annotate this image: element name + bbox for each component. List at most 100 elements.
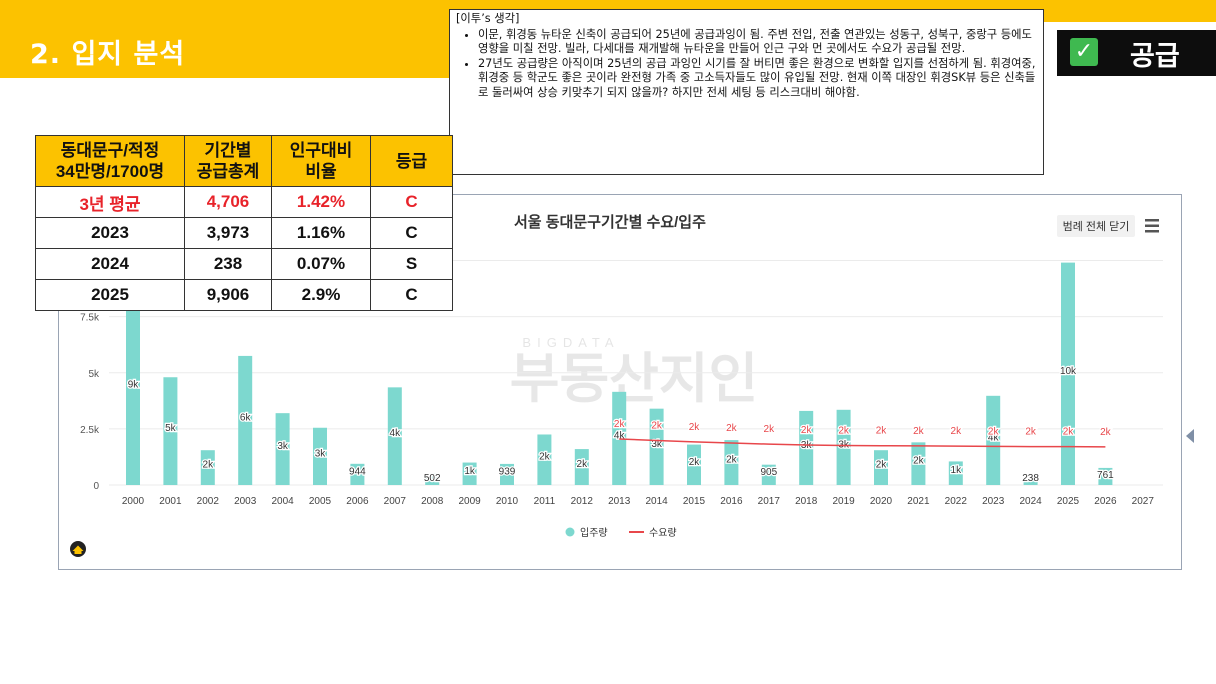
x-tick-label: 2009 xyxy=(458,496,481,507)
legend-toggle-button[interactable]: 범례 전체 닫기 xyxy=(1057,215,1135,237)
bar-value-label: 2k xyxy=(539,452,551,463)
header-ratio: 인구대비 비율 xyxy=(271,135,371,187)
header-district: 동대문구/적정 34만명/1700명 xyxy=(35,135,185,187)
bar-2024[interactable] xyxy=(1023,479,1038,485)
bar-value-label: 2k xyxy=(577,459,589,470)
bar-2014[interactable] xyxy=(649,408,664,485)
x-tick-label: 2007 xyxy=(384,496,407,507)
line-value-label: 2k xyxy=(614,419,626,430)
note-heading: [이투’s 생각] xyxy=(456,12,520,25)
bar-2015[interactable] xyxy=(687,444,701,485)
chart-legend[interactable]: 입주량 수요량 xyxy=(565,526,677,539)
cell-grade: S xyxy=(370,248,453,280)
bar-2019[interactable] xyxy=(836,409,851,485)
bar-2009[interactable] xyxy=(462,462,477,485)
opinion-note: [이투’s 생각] 이문, 휘경동 뉴타운 신축이 공급되어 25년에 공급과잉… xyxy=(449,9,1044,175)
y-tick-label: 0 xyxy=(93,481,99,492)
scroll-left-arrow-icon[interactable] xyxy=(1186,429,1194,443)
x-tick-label: 2013 xyxy=(608,496,631,507)
x-tick-label: 2002 xyxy=(197,496,220,507)
line-value-label: 2k xyxy=(1025,427,1037,438)
bar-value-label: 2k xyxy=(913,456,925,467)
page-title: 2. 입지 분석 xyxy=(30,39,186,70)
x-tick-label: 2008 xyxy=(421,496,444,507)
line-value-label: 2k xyxy=(801,425,813,436)
bar-2011[interactable] xyxy=(537,434,552,485)
bar-value-label: 9k xyxy=(128,379,140,390)
note-bullet: 이문, 휘경동 뉴타운 신축이 공급되어 25년에 공급과잉이 됨. 주변 전입… xyxy=(478,28,1037,57)
bar-2003[interactable] xyxy=(238,355,253,485)
bar-2001[interactable] xyxy=(163,377,178,485)
demand-line xyxy=(619,438,1106,448)
line-series: 2k 2k 2k 2k 2k 2k 2k 2k 2k 2k 2k 2k 2k 2k xyxy=(613,418,1113,448)
x-tick-label: 2023 xyxy=(982,496,1005,507)
bar-2017[interactable] xyxy=(761,464,776,485)
bar-2007[interactable] xyxy=(387,387,402,485)
bar-value-label: 2k xyxy=(203,460,215,471)
bar-2022[interactable] xyxy=(948,461,963,485)
bar-value-label: 939 xyxy=(499,466,516,477)
x-tick-label: 2010 xyxy=(496,496,519,507)
bar-2006[interactable] xyxy=(350,463,365,485)
x-tick-label: 2017 xyxy=(758,496,781,507)
cell-period: 2023 xyxy=(35,217,185,249)
cell-ratio: 0.07% xyxy=(271,248,371,280)
legend-label-supply[interactable]: 입주량 xyxy=(580,526,608,539)
bar-2010[interactable] xyxy=(500,463,514,485)
bar-2013[interactable] xyxy=(612,391,627,485)
x-tick-label: 2018 xyxy=(795,496,818,507)
bar-2018[interactable] xyxy=(799,410,814,485)
bar-2004[interactable] xyxy=(275,413,290,485)
cell-ratio: 1.42% xyxy=(271,186,371,218)
grade-table-header: 동대문구/적정 34만명/1700명 기간별 공급총계 인구대비 비율 등급 xyxy=(35,135,453,187)
bar-value-label: 3k xyxy=(315,448,327,459)
cell-ratio: 1.16% xyxy=(271,217,371,249)
y-tick-label: 5k xyxy=(88,369,100,380)
table-row: 2025 9,906 2.9% C xyxy=(35,279,453,311)
supply-demand-chart: BIGDATA 부동산지인 서울 동대문구기간별 수요/입주 범례 전체 닫기 … xyxy=(70,213,1163,557)
cell-supply: 9,906 xyxy=(184,279,272,311)
y-axis-labels: 0 2.5k 5k 7.5k xyxy=(80,313,100,492)
home-logo-icon xyxy=(70,541,86,557)
y-tick-label: 7.5k xyxy=(80,313,100,324)
x-tick-label: 2006 xyxy=(346,496,369,507)
bar-value-label: 2k xyxy=(876,460,888,471)
line-value-label: 2k xyxy=(876,426,888,437)
x-axis-labels: 2000 2001 2002 2003 2004 2005 2006 2007 2008 2009… xyxy=(122,496,1154,507)
supply-badge: ✓ 공급 xyxy=(1057,30,1216,76)
note-list: 이문, 휘경동 뉴타운 신축이 공급되어 25년에 공급과잉이 됨. 주변 전입… xyxy=(456,28,1037,101)
x-tick-label: 2012 xyxy=(571,496,594,507)
bar-2023[interactable] xyxy=(986,395,1001,485)
bar-value-label: 3k xyxy=(277,441,289,452)
cell-supply: 238 xyxy=(184,248,272,280)
bar-value-label: 761 xyxy=(1097,470,1114,481)
note-bullet: 27년도 공급량은 아직이며 25년의 공급 과잉인 시기를 잘 버티면 좋은 … xyxy=(478,57,1037,101)
x-tick-label: 2025 xyxy=(1057,496,1080,507)
bar-2012[interactable] xyxy=(574,449,589,485)
bar-2021[interactable] xyxy=(911,442,926,485)
x-tick-label: 2019 xyxy=(832,496,855,507)
bar-2020[interactable] xyxy=(874,450,888,485)
cell-period: 2025 xyxy=(35,279,185,311)
watermark: BIGDATA 부동산지인 xyxy=(510,335,758,409)
table-row: 2024 238 0.07% S xyxy=(35,248,453,280)
x-tick-label: 2014 xyxy=(645,496,668,507)
cell-period: 3년 평균 xyxy=(35,186,185,218)
bar-2008[interactable] xyxy=(425,473,440,485)
bar-2016[interactable] xyxy=(724,440,739,485)
bar-2000[interactable] xyxy=(126,289,140,485)
legend-label-demand[interactable]: 수요량 xyxy=(649,527,677,539)
bar-2026[interactable] xyxy=(1098,467,1113,485)
x-tick-label: 2027 xyxy=(1132,496,1155,507)
bar-2025[interactable] xyxy=(1061,262,1075,485)
bar-2005[interactable] xyxy=(313,427,327,485)
hamburger-menu-icon[interactable] xyxy=(1145,219,1159,233)
bar-2002[interactable] xyxy=(200,450,215,485)
line-value-label: 2k xyxy=(838,425,850,436)
bar-value-label: 905 xyxy=(760,467,777,478)
badge-label: 공급 xyxy=(1130,41,1180,72)
x-tick-label: 2020 xyxy=(870,496,893,507)
line-value-label: 2k xyxy=(764,424,776,435)
x-tick-label: 2015 xyxy=(683,496,706,507)
bar-value-label: 2k xyxy=(726,455,738,466)
